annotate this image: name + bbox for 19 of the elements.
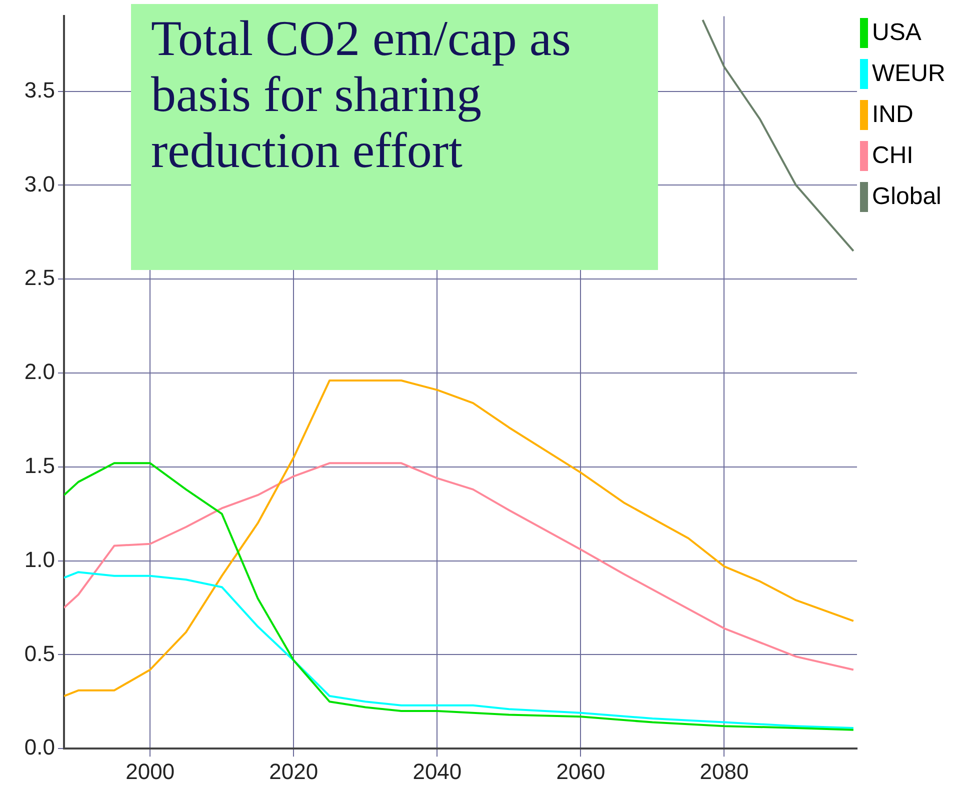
y-tick-label: 2.5: [24, 265, 55, 290]
y-tick-label: 1.5: [24, 452, 55, 478]
y-tick-label: 3.0: [24, 171, 55, 196]
y-tick-label: 0.5: [24, 640, 55, 666]
text: Total CO2 em/cap as basis for sharing reduction effort: [131, 4, 658, 270]
x-tick-label: 2040: [412, 758, 462, 784]
y-tick-label: 1.0: [24, 546, 55, 572]
x-tick-label: 2060: [556, 758, 606, 784]
legend-label: IND: [872, 100, 914, 128]
x-tick-label: 2020: [269, 758, 318, 784]
legend-label: WEUR: [872, 60, 946, 88]
legend-label: CHI: [872, 142, 914, 170]
x-tick-label: 2080: [700, 758, 749, 784]
y-tick-label: 2.0: [24, 359, 55, 384]
x-tick-label: 2000: [126, 758, 175, 784]
y-tick-label: 0.0: [24, 734, 55, 760]
legend-label: USA: [872, 18, 922, 46]
y-tick-label: 3.5: [24, 77, 55, 102]
legend-label: Global: [872, 182, 942, 210]
